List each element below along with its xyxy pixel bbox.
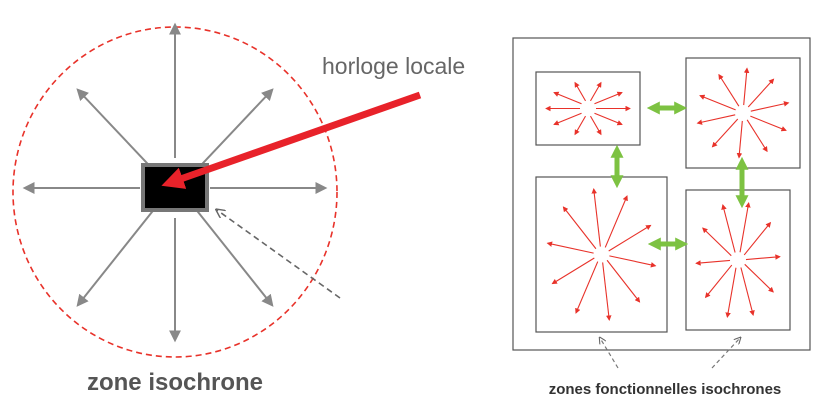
zones-label: zones fonctionnelles isochrones: [549, 381, 782, 398]
ray: [589, 81, 602, 102]
zone-box: [535, 71, 641, 146]
zone-box: [685, 189, 791, 331]
ray: [609, 255, 657, 268]
ray: [725, 267, 737, 319]
ray: [604, 195, 628, 248]
clock-rays: [22, 22, 328, 343]
ray: [745, 254, 781, 261]
ray: [750, 115, 787, 132]
ray: [606, 259, 641, 303]
ray: [76, 210, 154, 307]
ray: [702, 227, 732, 257]
functional-zones: [535, 57, 801, 333]
ray: [743, 221, 772, 256]
ray: [608, 224, 652, 252]
ray: [594, 91, 623, 105]
ray: [591, 188, 601, 247]
pointer: [600, 338, 619, 369]
ray: [746, 119, 768, 153]
ray: [740, 267, 755, 316]
ray: [704, 264, 733, 299]
ray: [739, 201, 751, 253]
ray: [553, 91, 582, 105]
links: [610, 101, 749, 251]
zone-label: zone isochrone: [87, 369, 263, 396]
ray: [562, 206, 597, 250]
ray: [574, 115, 587, 136]
ray: [747, 78, 775, 108]
ray: [198, 88, 274, 168]
ray: [743, 67, 750, 106]
ray: [76, 88, 152, 168]
ray: [699, 94, 736, 111]
ray: [594, 112, 623, 126]
outer-frame: [512, 37, 811, 351]
clock-label: horloge locale: [322, 53, 465, 79]
ray: [736, 120, 743, 159]
ray: [553, 112, 582, 126]
ray: [695, 259, 731, 266]
ray: [602, 262, 612, 321]
ray: [196, 210, 274, 307]
zone-box: [535, 176, 668, 333]
ray: [546, 241, 594, 254]
ray: [744, 263, 774, 293]
ray: [718, 73, 740, 107]
ray: [589, 115, 602, 136]
pointer: [711, 338, 740, 369]
ray: [575, 261, 599, 314]
ray: [574, 81, 587, 102]
zone-box: [685, 57, 801, 169]
ray: [551, 257, 595, 285]
clock-pointer: [161, 91, 422, 189]
ray: [711, 118, 739, 148]
pointer: [217, 210, 341, 299]
ray: [696, 114, 736, 125]
ray: [750, 101, 790, 112]
ray: [721, 204, 736, 253]
